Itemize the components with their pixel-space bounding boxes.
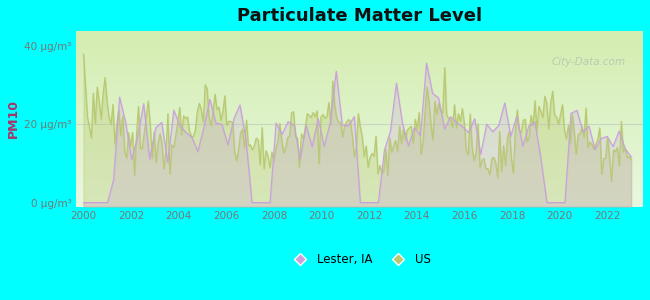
Text: City-Data.com: City-Data.com	[552, 57, 626, 67]
Y-axis label: PM10: PM10	[7, 99, 20, 138]
Title: Particulate Matter Level: Particulate Matter Level	[237, 7, 482, 25]
Legend: Lester, IA, US: Lester, IA, US	[284, 249, 436, 271]
